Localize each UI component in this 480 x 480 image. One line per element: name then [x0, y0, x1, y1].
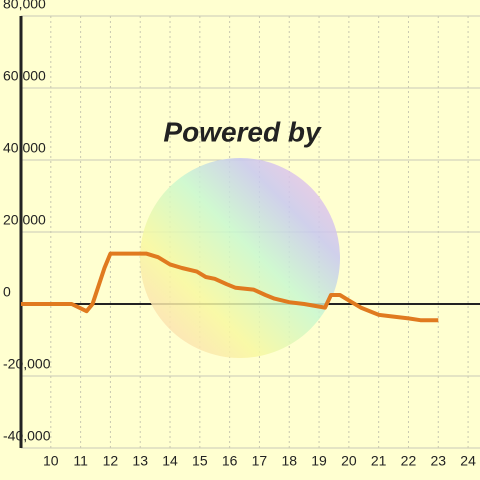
x-tick-label: 18	[281, 453, 297, 469]
y-tick-label: -40,000	[3, 428, 51, 444]
x-tick-label: 10	[43, 453, 59, 469]
x-tick-label: 15	[192, 453, 208, 469]
plot: -40,000 -20,000 0 20,000 40,000 60,000 80,000 1…	[3, 0, 476, 469]
watermark: Powered by	[163, 116, 322, 147]
x-tick-label: 23	[430, 453, 446, 469]
y-tick-label: 80,000	[3, 0, 46, 12]
data-line	[21, 251, 439, 323]
x-tick-label: 20	[341, 453, 357, 469]
y-tick-label: 60,000	[3, 68, 46, 84]
x-tick-label: 19	[311, 453, 327, 469]
y-tick-label: 40,000	[3, 140, 46, 156]
x-tick-label: 17	[252, 453, 268, 469]
watermark-logo	[140, 158, 340, 358]
x-tick-label: 14	[162, 453, 178, 469]
y-tick-label: 0	[3, 284, 11, 300]
y-tick-label: -20,000	[3, 356, 51, 372]
x-tick-label: 12	[103, 453, 119, 469]
x-tick-label: 22	[401, 453, 417, 469]
x-tick-label: 13	[132, 453, 148, 469]
x-tick-label: 11	[73, 453, 88, 469]
x-tick-label: 24	[460, 453, 476, 469]
x-tick-label: 21	[371, 453, 387, 469]
y-tick-label: 20,000	[3, 212, 46, 228]
x-tick-label: 16	[222, 453, 238, 469]
